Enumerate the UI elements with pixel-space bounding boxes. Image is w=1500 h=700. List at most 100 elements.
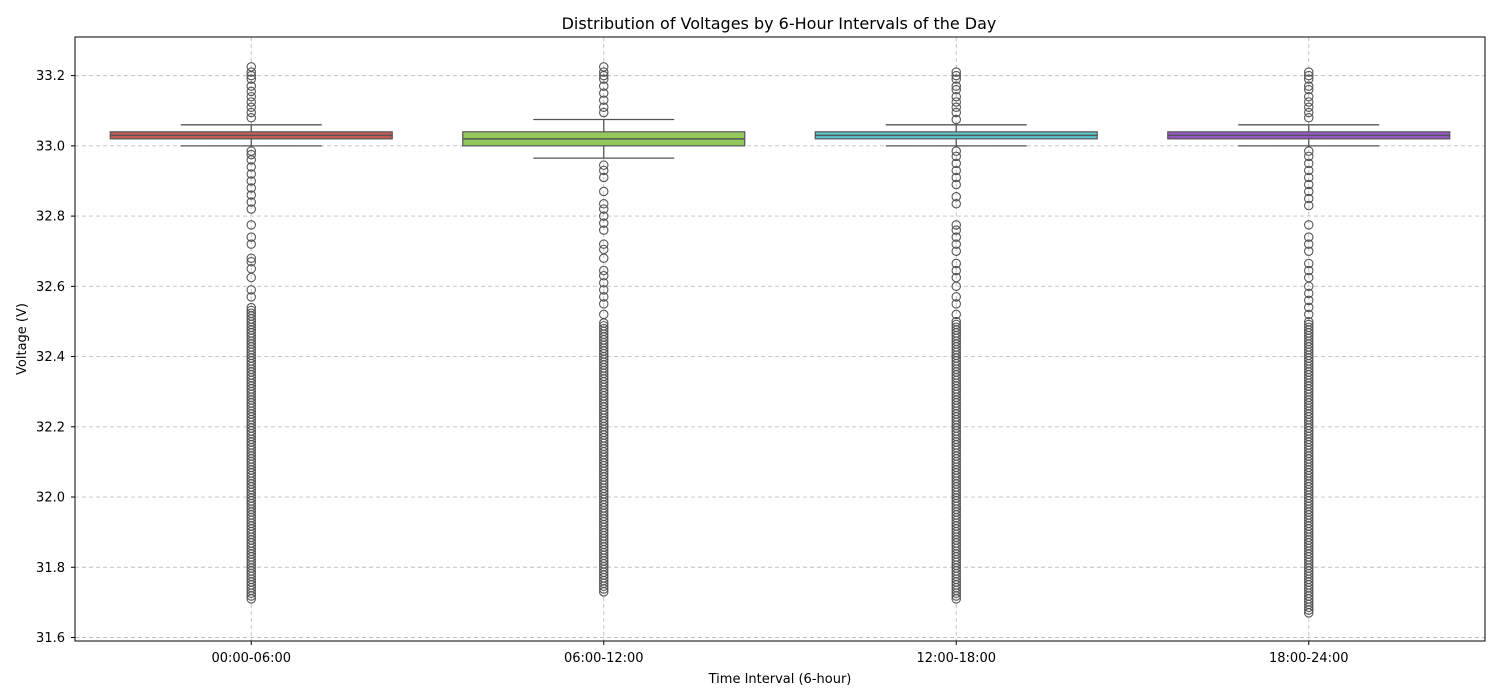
outlier-point [598,102,609,112]
outlier-point [246,302,257,313]
outlier-point [598,204,609,214]
outlier-point [951,70,961,81]
outlier-point [598,299,609,309]
outlier-point [598,271,609,281]
x-tick-label: 00:00-06:00 [211,651,291,666]
outlier-point [246,292,257,302]
outlier-point [951,179,961,190]
outlier-point [598,88,609,98]
outlier-point [1304,74,1314,84]
outlier-point [598,165,609,176]
outlier-point [598,95,609,105]
outlier-point [246,220,257,230]
outlier-point [598,62,609,72]
outlier-point [951,319,961,330]
outlier-point [1304,70,1314,81]
box-group [109,62,393,604]
outlier-point [246,97,257,107]
outlier-point [246,190,257,200]
outlier-point [1304,288,1314,299]
y-tick-label: 32.6 [36,280,65,295]
outlier-point [246,239,257,249]
outlier-point [1304,272,1314,283]
outlier-point [598,107,609,118]
outlier-point [598,218,609,228]
outlier-point [951,114,961,125]
axes-layer: 31.6 31.8 32.0 32.2 32.4 32.6 32.8 33.0 33.2 00:0… [36,36,1486,666]
outlier-point [598,239,609,249]
outlier-point [951,165,961,176]
outlier-point [246,253,257,263]
outlier-point [246,285,257,295]
outlier-point [951,272,961,283]
outlier-point [1304,319,1314,330]
y-tick-label: 31.8 [36,561,65,576]
outlier-point [246,67,257,77]
outlier-point [1304,309,1314,320]
outlier-point [598,160,609,170]
outlier-point [246,308,257,319]
outlier-point [1304,107,1314,118]
outlier-point [1304,239,1314,249]
outlier-point [246,102,257,112]
outlier-point [951,91,961,102]
outlier-point [1304,158,1314,169]
outlier-point [1304,113,1314,123]
outlier-point [951,158,961,169]
outlier-point [1304,102,1314,112]
outlier-point [598,244,609,255]
outlier-point [951,192,961,202]
outlier-point [1304,146,1314,156]
y-tick-label: 33.0 [36,139,65,154]
outlier-point [951,309,961,320]
outlier-point [951,316,961,327]
outlier-point [951,172,961,183]
grid-layer [75,37,1485,641]
outlier-point [951,225,961,235]
y-tick-label: 32.0 [36,491,65,506]
outlier-point [1304,179,1314,190]
outlier-point [598,323,609,334]
outlier-point [246,232,257,242]
x-tick-label: 12:00-18:00 [916,651,996,666]
outlier-point [951,84,961,95]
outlier-point [1304,151,1314,162]
outlier-point [246,183,257,193]
outlier-point [246,176,257,186]
outlier-point [598,309,609,320]
outlier-point [1304,97,1314,107]
outlier-point [1304,200,1314,211]
outlier-point [246,162,257,172]
outlier-point [1304,302,1314,313]
x-axis-title: Time Interval (6-hour) [708,672,852,687]
outlier-point [598,265,609,276]
x-tick-label: 06:00-12:00 [564,651,644,666]
outlier-point [246,86,257,97]
outlier-point [246,146,257,156]
outlier-point [1304,84,1314,95]
outlier-point [598,74,609,84]
outlier-point [1304,322,1314,333]
outlier-point [951,74,961,84]
y-axis-title: Voltage (V) [15,303,30,375]
outlier-point [1304,258,1314,269]
outlier-point [1304,220,1314,230]
outlier-point [1304,316,1314,327]
y-tick-label: 31.6 [36,631,65,646]
outlier-point [951,239,961,249]
outlier-point [246,113,257,123]
outlier-point [951,322,961,333]
outlier-point [1304,165,1314,176]
outlier-point [1304,91,1314,102]
outlier-point [598,292,609,302]
outlier-point [246,74,257,84]
chart-title: Distribution of Voltages by 6-Hour Inter… [562,14,997,33]
y-tick-label: 32.8 [36,210,65,225]
outlier-point [951,246,961,256]
outlier-point [1304,67,1314,77]
outlier-point [1304,193,1314,204]
outlier-point [246,264,257,274]
outlier-point [598,278,609,288]
outlier-point [951,81,961,91]
